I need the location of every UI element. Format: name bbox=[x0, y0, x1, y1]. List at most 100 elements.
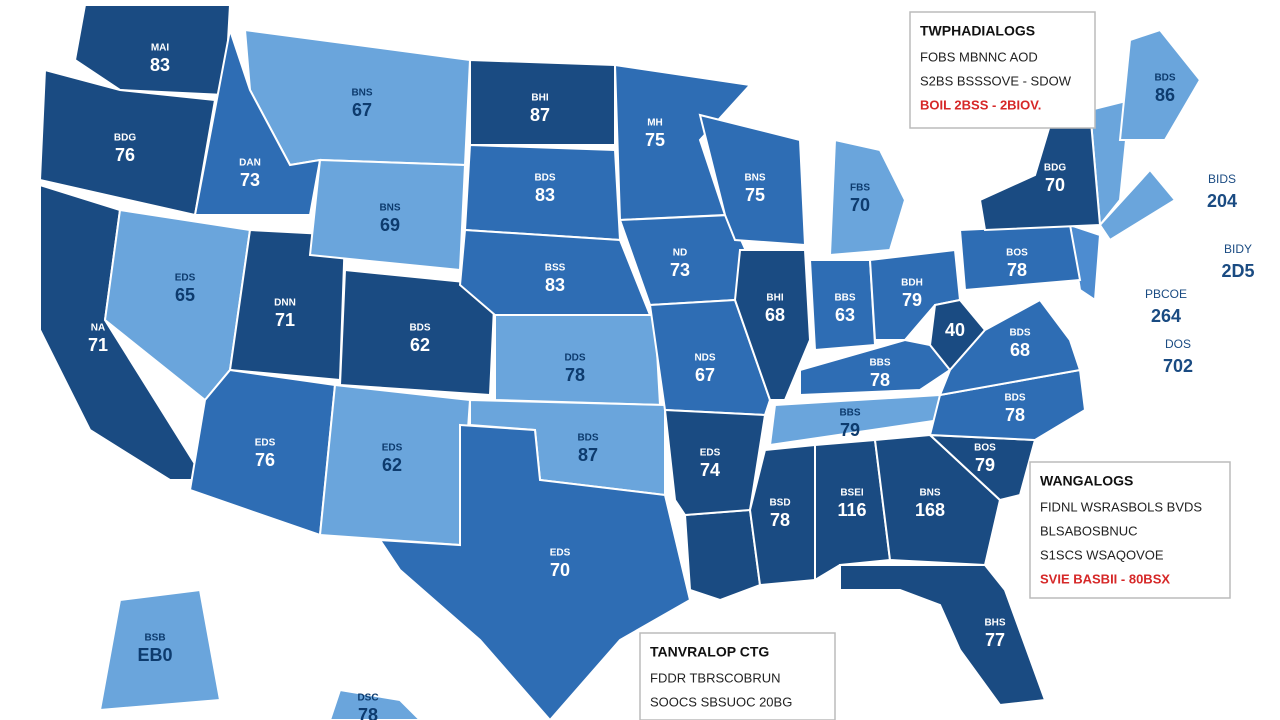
region-label: BDH bbox=[901, 278, 923, 289]
region-value: 71 bbox=[275, 310, 295, 330]
region-shape bbox=[1098, 168, 1177, 242]
region-label: BNS bbox=[379, 203, 400, 214]
region-shape bbox=[469, 58, 616, 146]
region-label: EDS bbox=[550, 548, 571, 559]
side-value: 702 bbox=[1163, 356, 1193, 376]
region-shape bbox=[338, 268, 497, 397]
region-value: 116 bbox=[837, 500, 866, 520]
region-value: 86 bbox=[1155, 85, 1175, 105]
region-shape bbox=[814, 438, 892, 582]
region-value: 67 bbox=[695, 365, 715, 385]
region-value: 67 bbox=[352, 100, 372, 120]
callout-title: WANGALOGS bbox=[1040, 473, 1133, 489]
region-value: 168 bbox=[915, 500, 945, 520]
region-label: BNS bbox=[744, 173, 765, 184]
region-label: FBS bbox=[850, 183, 870, 194]
region-shape bbox=[308, 158, 467, 272]
region-label: BDS bbox=[1004, 393, 1025, 404]
region-value: 73 bbox=[240, 170, 260, 190]
callout-title: TWPHADIALOGS bbox=[920, 23, 1035, 39]
region-label: ND bbox=[673, 248, 687, 259]
region-label: NDS bbox=[694, 353, 715, 364]
region-value: 75 bbox=[745, 185, 765, 205]
region-value: 78 bbox=[565, 365, 585, 385]
region-shape bbox=[873, 433, 1002, 567]
callout-line: S1SCS WSAQOVOE bbox=[1040, 547, 1164, 562]
callout-line: FIDNL WSRASBOLS BVDS bbox=[1040, 499, 1202, 514]
region-value: 87 bbox=[530, 105, 550, 125]
callout-line: FDDR TBRSCOBRUN bbox=[650, 670, 781, 685]
region-label: EDS bbox=[175, 273, 196, 284]
region-value: 78 bbox=[358, 705, 378, 720]
region-value: 83 bbox=[150, 55, 170, 75]
region-label: MH bbox=[647, 118, 663, 129]
callout-line: S2BS BSSSOVE - SDOW bbox=[920, 73, 1072, 88]
region-label: DAN bbox=[239, 158, 261, 169]
region-label: DNN bbox=[274, 298, 296, 309]
region-shape bbox=[188, 368, 337, 537]
region-label: BDS bbox=[577, 433, 598, 444]
region-value: 75 bbox=[645, 130, 665, 150]
callout-box bbox=[639, 632, 836, 720]
region-value: 79 bbox=[840, 420, 860, 440]
callout-line: FOBS MBNNC AOD bbox=[920, 49, 1038, 64]
region-value: 63 bbox=[835, 305, 855, 325]
region-value: 76 bbox=[115, 145, 135, 165]
region-label: BDS bbox=[409, 323, 430, 334]
region-label: BBS bbox=[834, 293, 855, 304]
region-shape bbox=[328, 688, 422, 720]
side-label: DOS bbox=[1165, 337, 1191, 351]
region-shape bbox=[839, 564, 1047, 707]
region-shape bbox=[1118, 28, 1202, 141]
side-value: 264 bbox=[1151, 306, 1181, 326]
region-shape bbox=[648, 298, 772, 417]
region-shape bbox=[683, 508, 762, 602]
callout-highlight: SVIE BASBII - 80BSX bbox=[1040, 571, 1170, 586]
region-value: 78 bbox=[1007, 260, 1027, 280]
side-label: BIDY bbox=[1224, 242, 1252, 256]
region-label: BNS bbox=[919, 488, 940, 499]
region-value: 62 bbox=[410, 335, 430, 355]
region-value: 78 bbox=[770, 510, 790, 530]
region-label: DDS bbox=[564, 353, 585, 364]
region-value: 70 bbox=[850, 195, 870, 215]
region-value: 73 bbox=[670, 260, 690, 280]
region-label: BHI bbox=[766, 293, 783, 304]
region-label: BDG bbox=[114, 133, 136, 144]
region-shape bbox=[73, 4, 232, 97]
side-value: 2D5 bbox=[1221, 261, 1254, 281]
region-label: BBS bbox=[839, 408, 860, 419]
side-label: BIDS bbox=[1208, 172, 1236, 186]
region-shape bbox=[808, 259, 877, 352]
region-shape bbox=[733, 249, 812, 401]
region-value: 68 bbox=[1010, 340, 1030, 360]
region-value: 87 bbox=[578, 445, 598, 465]
region-label: MAI bbox=[151, 43, 170, 54]
region-label: DSC bbox=[357, 693, 378, 704]
side-value: 204 bbox=[1207, 191, 1237, 211]
region-label: BSD bbox=[769, 498, 790, 509]
region-label: BHI bbox=[531, 93, 548, 104]
region-value: 83 bbox=[535, 185, 555, 205]
region-label: BOS bbox=[1006, 248, 1028, 259]
side-label: PBCOE bbox=[1145, 287, 1187, 301]
region-value: 79 bbox=[975, 455, 995, 475]
region-value: 83 bbox=[545, 275, 565, 295]
region-value: 71 bbox=[88, 335, 108, 355]
region-label: BSS bbox=[545, 263, 566, 274]
region-value: EB0 bbox=[137, 645, 172, 665]
region-shape bbox=[698, 113, 807, 247]
region-value: 65 bbox=[175, 285, 195, 305]
callout-box bbox=[909, 11, 1096, 129]
callout-box bbox=[1029, 461, 1231, 599]
region-shape bbox=[613, 63, 753, 222]
region-value: 69 bbox=[380, 215, 400, 235]
region-label: BBS bbox=[869, 358, 890, 369]
region-shape bbox=[938, 298, 1082, 397]
region-label: EDS bbox=[700, 448, 721, 459]
region-value: 70 bbox=[1045, 175, 1065, 195]
region-label: EDS bbox=[255, 438, 276, 449]
region-label: BOS bbox=[974, 443, 996, 454]
callout-title: TANVRALOP CTG bbox=[650, 644, 769, 660]
region-shape bbox=[828, 138, 907, 257]
